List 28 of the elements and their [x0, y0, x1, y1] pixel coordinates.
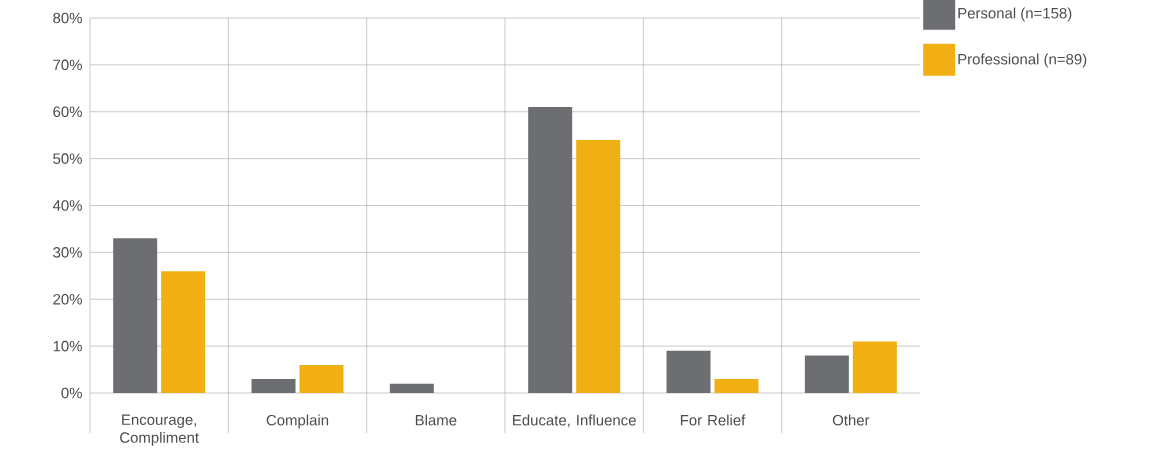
bar	[804, 355, 849, 393]
y-tick-label: 0%	[61, 387, 82, 399]
y-tick-label: 70%	[53, 59, 82, 71]
bar	[113, 238, 158, 393]
legend-label: Personal (n=158)	[958, 7, 1072, 22]
bar	[528, 107, 573, 393]
bar	[299, 364, 344, 393]
x-tick-label: Complain	[266, 414, 329, 429]
y-tick-label: 10%	[53, 340, 82, 352]
y-tick-label: 50%	[53, 153, 82, 164]
legend-label: Professional (n=89)	[958, 53, 1087, 68]
x-tick-label: Blame	[415, 414, 457, 426]
y-tick-label: 30%	[53, 247, 82, 258]
y-tick-label: 80%	[53, 12, 82, 24]
x-tick-label: Other	[832, 414, 870, 426]
y-tick-label: 20%	[53, 293, 82, 305]
y-tick-label: 60%	[53, 106, 82, 118]
bar	[161, 271, 206, 393]
x-tick-label: Encourage, Compliment	[120, 414, 199, 446]
x-tick-label: For Relief	[680, 414, 746, 426]
bar	[389, 383, 434, 393]
bar	[576, 139, 621, 393]
bar	[852, 341, 897, 393]
bar	[666, 350, 711, 393]
bar	[251, 378, 296, 393]
bar	[714, 378, 759, 393]
x-tick-label: Educate, Influence	[513, 414, 636, 428]
y-tick-label: 40%	[52, 200, 82, 211]
